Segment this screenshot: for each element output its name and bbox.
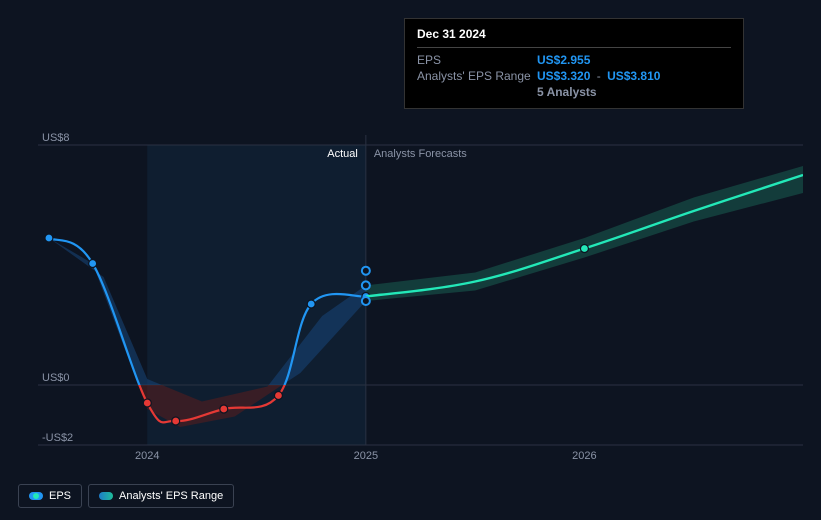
x-tick-label: 2024 bbox=[135, 450, 159, 462]
eps-point[interactable] bbox=[220, 405, 228, 413]
legend: EPS Analysts' EPS Range bbox=[18, 484, 234, 508]
tooltip-row: EPSUS$2.955 bbox=[417, 52, 731, 68]
tooltip-analysts-value: 5 Analysts bbox=[537, 85, 597, 99]
tooltip: Dec 31 2024 EPSUS$2.955 Analysts' EPS Ra… bbox=[404, 18, 744, 109]
tooltip-range-sep: - bbox=[594, 69, 604, 83]
region-label-actual: Actual bbox=[327, 148, 358, 160]
legend-item-range[interactable]: Analysts' EPS Range bbox=[88, 484, 234, 508]
y-tick-label: US$0 bbox=[42, 372, 70, 384]
tooltip-divider bbox=[417, 47, 731, 48]
tooltip-range-row: Analysts' EPS Range US$3.320 - US$3.810 bbox=[417, 68, 731, 84]
legend-label-eps: EPS bbox=[49, 490, 71, 502]
tooltip-range-low: US$3.320 bbox=[537, 69, 590, 83]
tooltip-analysts-row: 5 Analysts bbox=[417, 84, 731, 100]
eps-point[interactable] bbox=[172, 417, 180, 425]
legend-swatch-eps-icon bbox=[29, 492, 43, 500]
eps-point[interactable] bbox=[274, 392, 282, 400]
tooltip-row-value: US$2.955 bbox=[537, 53, 590, 67]
legend-label-range: Analysts' EPS Range bbox=[119, 490, 223, 502]
tooltip-date: Dec 31 2024 bbox=[417, 27, 731, 45]
forecast-point[interactable] bbox=[580, 245, 588, 253]
eps-point[interactable] bbox=[143, 399, 151, 407]
analyst-dot[interactable] bbox=[362, 267, 370, 275]
eps-point[interactable] bbox=[307, 300, 315, 308]
x-tick-label: 2025 bbox=[354, 450, 378, 462]
range-forecast bbox=[366, 166, 803, 301]
eps-point[interactable] bbox=[45, 234, 53, 242]
y-tick-label: US$8 bbox=[42, 132, 70, 144]
legend-item-eps[interactable]: EPS bbox=[18, 484, 82, 508]
y-tick-label: -US$2 bbox=[42, 432, 73, 444]
eps-point[interactable] bbox=[89, 260, 97, 268]
tooltip-row-label: EPS bbox=[417, 53, 537, 67]
tooltip-range-high: US$3.810 bbox=[607, 69, 660, 83]
analyst-dot[interactable] bbox=[362, 281, 370, 289]
region-label-forecast: Analysts Forecasts bbox=[374, 148, 467, 160]
analyst-dot[interactable] bbox=[362, 297, 370, 305]
tooltip-range-label: Analysts' EPS Range bbox=[417, 69, 537, 83]
legend-swatch-range-icon bbox=[99, 492, 113, 500]
x-tick-label: 2026 bbox=[572, 450, 596, 462]
tooltip-analysts-label bbox=[417, 85, 537, 99]
